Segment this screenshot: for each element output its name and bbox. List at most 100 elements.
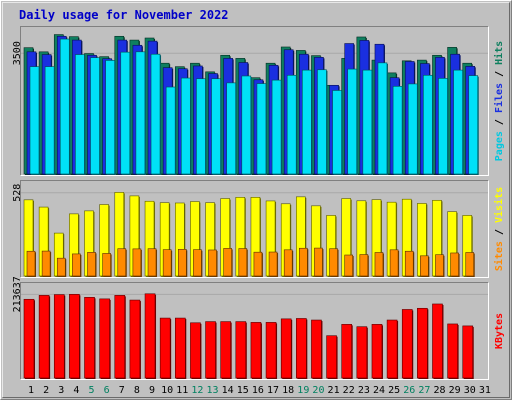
panel-visits-sites: 528 Sites / Visits <box>12 180 505 278</box>
xtick-label: 12 <box>191 385 203 396</box>
bar-kbytes-day-11 <box>174 317 186 379</box>
panel-edge-dark <box>20 180 489 278</box>
bar-sites-day-14 <box>223 248 232 277</box>
xtick-label: 19 <box>297 385 309 396</box>
bar-kbytes-day-30 <box>462 325 474 379</box>
bar-kbytes-day-13 <box>205 321 216 379</box>
xtick-label: 15 <box>237 385 249 396</box>
bar-sites-day-25 <box>389 249 399 277</box>
xtick-label: 16 <box>252 385 264 396</box>
panel-legend: KBytes <box>494 313 505 349</box>
bar-sites-day-19 <box>299 247 308 277</box>
legend-kbytes: KBytes <box>494 313 505 349</box>
xtick-label: 23 <box>358 385 370 396</box>
bar-sites-day-12 <box>193 249 202 277</box>
xtick-label: 26 <box>403 385 415 396</box>
bar-kbytes-day-12 <box>190 322 201 379</box>
bar-pages-day-6 <box>105 60 115 175</box>
bar-pages-day-8 <box>135 51 146 175</box>
bar-sites-day-3 <box>56 257 66 277</box>
bar-pages-day-26 <box>407 83 418 175</box>
bar-pages-day-23 <box>362 69 373 175</box>
legend-visits: Visits <box>493 187 505 223</box>
bar-pages-day-13 <box>211 78 221 175</box>
bar-sites-day-7 <box>117 248 127 277</box>
legend-files: Files <box>493 83 505 113</box>
legend-hits: Hits <box>493 41 505 65</box>
xtick-label: 5 <box>89 385 95 396</box>
bar-pages-day-29 <box>453 69 463 175</box>
xtick-label: 27 <box>418 385 430 396</box>
bar-pages-day-18 <box>286 74 297 175</box>
bar-sites-day-6 <box>102 253 111 277</box>
bar-pages-day-10 <box>165 86 176 175</box>
bar-pages-day-1 <box>29 66 40 175</box>
bar-kbytes-day-17 <box>265 322 277 379</box>
bar-sites-day-28 <box>435 254 444 277</box>
panel-edge-light <box>20 282 489 380</box>
bar-kbytes-day-25 <box>386 319 398 379</box>
panel-hits-files-pages: 3500 Pages / Files / Hits <box>12 26 505 176</box>
bar-sites-day-20 <box>314 247 323 277</box>
xtick-label: 13 <box>207 385 219 396</box>
bar-pages-day-17 <box>271 79 282 175</box>
bar-pages-day-28 <box>438 78 448 175</box>
panel-legend: Pages / Files / Hits <box>493 41 505 161</box>
xtick-label: 4 <box>73 385 79 396</box>
bar-kbytes-day-16 <box>250 322 262 379</box>
legend-separator: / <box>494 223 505 241</box>
xtick-label: 21 <box>328 385 340 396</box>
bar-kbytes-day-28 <box>432 303 443 379</box>
bar-pages-day-30 <box>468 75 479 175</box>
bar-pages-day-3 <box>59 38 70 175</box>
bar-kbytes-day-15 <box>235 321 247 379</box>
bar-kbytes-day-7 <box>114 295 126 379</box>
bar-sites-day-22 <box>344 254 354 277</box>
xtick-label: 8 <box>134 385 140 396</box>
x-axis: 1 2 3 4 5 6 7 8 9 10 11 12 13 14 15 16 17 18 19 20 21 22 23 24 2… <box>28 385 491 396</box>
chart-title: Daily usage for November 2022 <box>19 8 229 22</box>
bar-sites-day-18 <box>283 249 293 277</box>
bar-sites-day-16 <box>253 251 263 277</box>
xtick-label: 18 <box>282 385 294 396</box>
bar-kbytes-day-14 <box>220 321 231 379</box>
bar-pages-day-7 <box>120 51 131 175</box>
bar-sites-day-11 <box>177 249 187 277</box>
bar-kbytes-day-6 <box>99 298 110 379</box>
bar-kbytes-day-8 <box>129 299 141 379</box>
panel-legend: Sites / Visits <box>493 187 505 271</box>
xtick-label: 14 <box>222 385 234 396</box>
bar-sites-day-10 <box>162 249 172 277</box>
bar-sites-day-1 <box>26 250 36 277</box>
bar-kbytes-day-1 <box>23 298 35 379</box>
bar-sites-day-2 <box>41 250 51 277</box>
xtick-label: 3 <box>58 385 64 396</box>
bar-kbytes-day-9 <box>144 293 156 379</box>
bar-sites-day-27 <box>420 255 429 277</box>
bar-pages-day-5 <box>90 57 100 175</box>
bar-sites-day-26 <box>404 250 414 277</box>
bar-kbytes-day-3 <box>53 294 65 379</box>
bar-sites-day-23 <box>359 254 369 277</box>
panel-edge-light <box>20 180 489 278</box>
panel-edge-dark <box>20 282 489 380</box>
bar-pages-day-4 <box>75 54 85 175</box>
bar-pages-day-11 <box>180 77 191 175</box>
ytick-label: 528 <box>12 184 23 202</box>
bar-kbytes-day-4 <box>69 294 80 379</box>
legend-sites: Sites <box>493 241 505 271</box>
bar-kbytes-day-18 <box>280 318 292 379</box>
bar-pages-day-27 <box>423 74 433 175</box>
xtick-label: 28 <box>433 385 445 396</box>
bar-sites-day-21 <box>329 248 338 277</box>
bar-pages-day-16 <box>256 83 267 175</box>
xtick-label: 24 <box>373 385 385 396</box>
bar-sites-day-29 <box>450 252 459 277</box>
bar-pages-day-21 <box>332 90 342 175</box>
bar-sites-day-13 <box>208 249 217 277</box>
